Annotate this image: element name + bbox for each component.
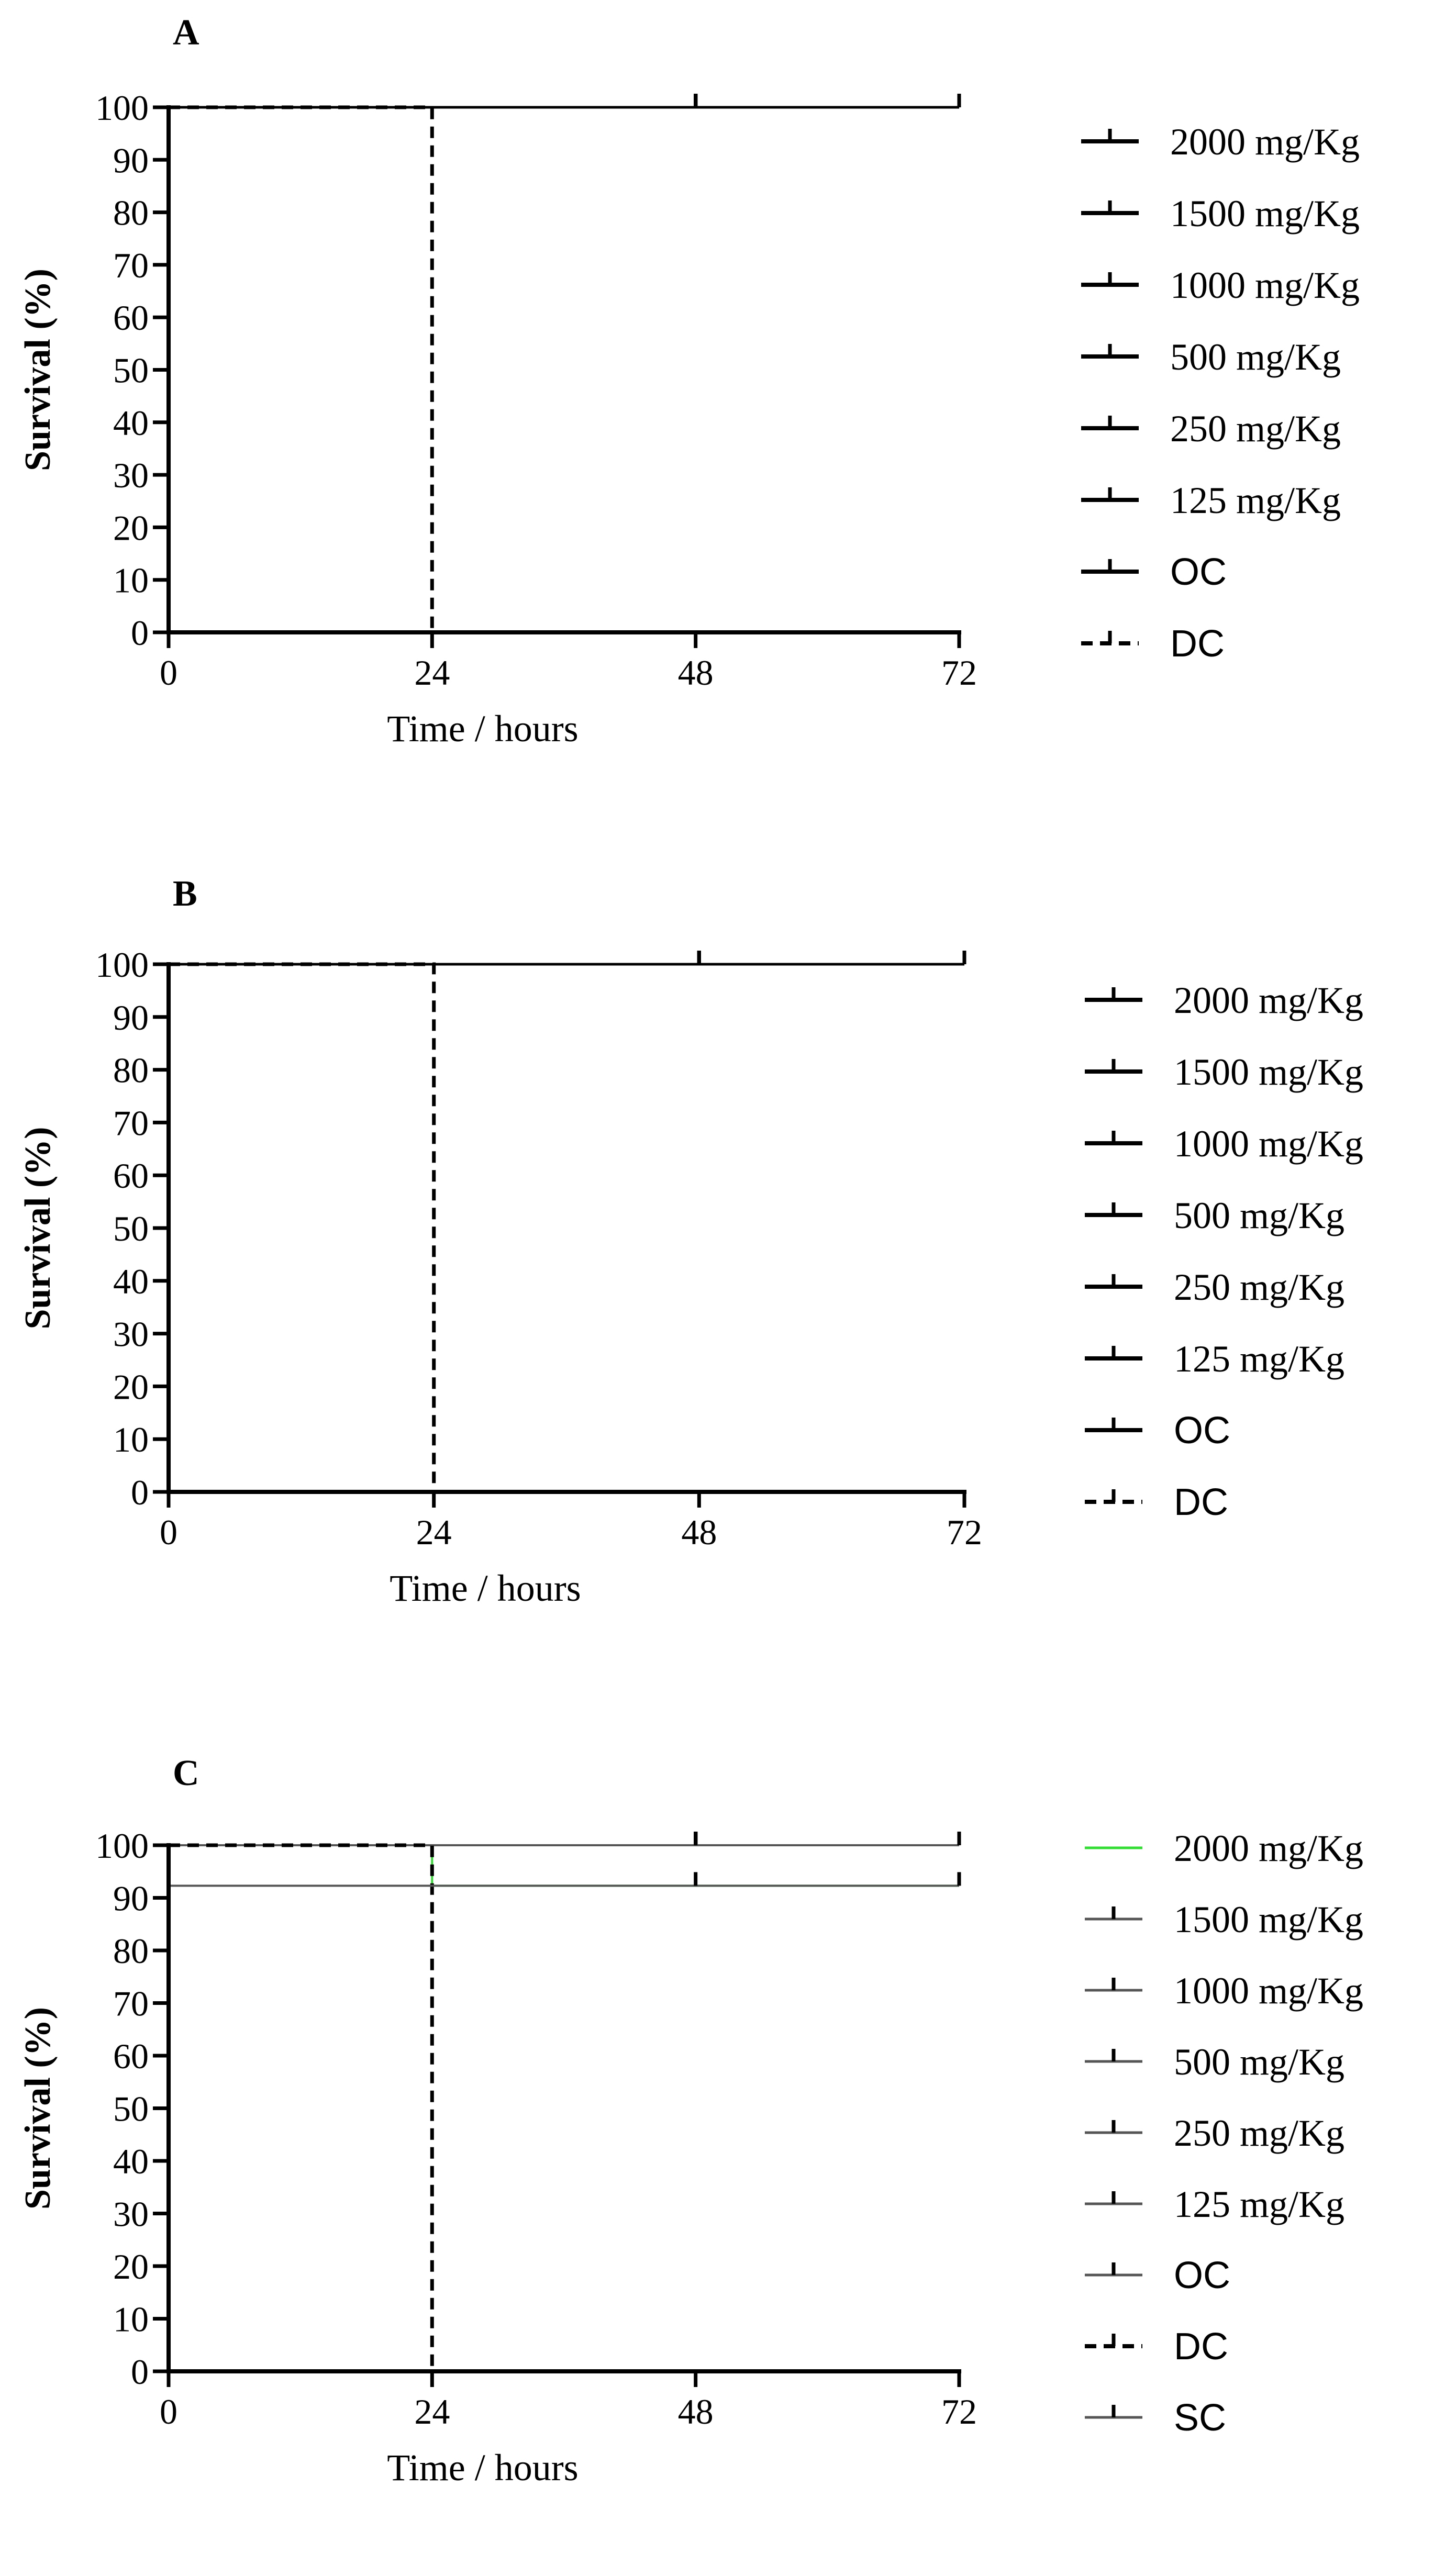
y-tick-label: 50 — [113, 2089, 149, 2129]
legend-label: OC — [1174, 1410, 1230, 1452]
legend-label: 500 mg/Kg — [1174, 1195, 1344, 1236]
y-tick-label: 60 — [113, 2036, 149, 2076]
legend: 2000 mg/Kg 1500 mg/Kg 1000 mg/Kg 500 mg/Kg 2… — [1085, 979, 1363, 1523]
y-axis-title: Survival (%) — [18, 269, 58, 471]
legend-label: 125 mg/Kg — [1174, 2183, 1344, 2225]
y-tick-label: 70 — [113, 1103, 149, 1143]
legend-label: 125 mg/Kg — [1174, 1338, 1344, 1380]
x-tick-label: 48 — [678, 2392, 714, 2432]
legend-label: 2000 mg/Kg — [1174, 979, 1363, 1021]
legend-label: 500 mg/Kg — [1170, 336, 1341, 378]
y-tick-label: 70 — [113, 246, 149, 285]
y-tick-label: 30 — [113, 455, 149, 495]
x-tick-label: 48 — [678, 653, 714, 693]
y-tick-label: 80 — [113, 193, 149, 233]
y-tick-label: 40 — [113, 403, 149, 443]
legend-label: 2000 mg/Kg — [1174, 1827, 1363, 1869]
y-tick-label: 100 — [95, 1826, 149, 1866]
panel-label: A — [173, 13, 199, 53]
y-tick-label: 20 — [113, 508, 149, 548]
x-tick-label: 48 — [681, 1512, 717, 1552]
legend-label: SC — [1174, 2397, 1226, 2439]
y-tick-label: 50 — [113, 351, 149, 391]
legend-label: OC — [1174, 2255, 1230, 2296]
y-tick-label: 80 — [113, 1051, 149, 1090]
y-tick-label: 0 — [131, 613, 149, 653]
chart-panel-c: C 0 10 20 30 40 50 60 70 80 90 100 0 24 48 72 Time / hou… — [18, 1753, 1363, 2489]
legend-label: 2000 mg/Kg — [1170, 121, 1360, 163]
y-tick-label: 60 — [113, 1156, 149, 1196]
y-tick-label: 100 — [95, 945, 149, 985]
x-tick-label: 0 — [160, 1512, 177, 1552]
legend-label: 1000 mg/Kg — [1174, 1970, 1363, 2012]
legend-label: 1500 mg/Kg — [1174, 1899, 1363, 1941]
legend-label: DC — [1174, 1481, 1228, 1523]
legend-label: DC — [1170, 623, 1225, 665]
y-tick-label: 50 — [113, 1209, 149, 1248]
y-tick-label: 20 — [113, 1367, 149, 1407]
y-tick-label: 90 — [113, 998, 149, 1038]
y-tick-label: 90 — [113, 140, 149, 180]
panel-label: C — [173, 1753, 199, 1793]
legend-label: 125 mg/Kg — [1170, 479, 1341, 521]
x-tick-label: 0 — [160, 653, 177, 693]
y-tick-label: 20 — [113, 2247, 149, 2287]
legend: 2000 mg/Kg 1500 mg/Kg 1000 mg/Kg 500 mg/Kg 2… — [1085, 1827, 1363, 2439]
series-line — [169, 1844, 959, 1887]
legend-label: 250 mg/Kg — [1170, 408, 1341, 450]
y-axis-title: Survival (%) — [18, 2007, 58, 2210]
x-tick-label: 24 — [414, 2392, 450, 2432]
y-tick-label: 80 — [113, 1931, 149, 1971]
chart-panel-b: B 0 10 20 30 40 50 60 70 80 90 100 0 24 48 72 Time / hou… — [18, 874, 1363, 1609]
y-tick-label: 100 — [95, 88, 149, 128]
chart-panel-a: A 0 10 20 30 40 50 60 70 80 90 100 0 24 48 72 Time / hou… — [18, 13, 1360, 750]
x-axis-title: Time / hours — [387, 2447, 578, 2489]
legend-label: 250 mg/Kg — [1174, 1266, 1344, 1308]
y-tick-label: 40 — [113, 1262, 149, 1301]
series-line — [169, 1843, 959, 2373]
y-tick-label: 90 — [113, 1879, 149, 1919]
y-tick-label: 60 — [113, 298, 149, 338]
y-tick-label: 30 — [113, 2194, 149, 2234]
x-tick-label: 0 — [160, 2392, 177, 2432]
legend-label: 1500 mg/Kg — [1174, 1051, 1363, 1093]
legend-label: DC — [1174, 2326, 1228, 2368]
x-tick-label: 72 — [941, 2392, 977, 2432]
legend-label: 1000 mg/Kg — [1170, 264, 1360, 306]
legend-label: OC — [1170, 551, 1227, 593]
y-tick-label: 10 — [113, 1420, 149, 1459]
y-tick-label: 40 — [113, 2142, 149, 2181]
y-axis-title: Survival (%) — [18, 1127, 58, 1330]
legend: 2000 mg/Kg 1500 mg/Kg 1000 mg/Kg 500 mg/Kg 2… — [1081, 121, 1360, 665]
x-tick-label: 72 — [941, 653, 977, 693]
x-tick-label: 72 — [947, 1512, 982, 1552]
legend-label: 1000 mg/Kg — [1174, 1123, 1363, 1165]
series-line — [169, 962, 964, 1494]
legend-label: 500 mg/Kg — [1174, 2041, 1344, 2083]
legend-label: 250 mg/Kg — [1174, 2112, 1344, 2154]
x-axis-title: Time / hours — [390, 1567, 581, 1609]
y-tick-label: 30 — [113, 1314, 149, 1354]
legend-label: 1500 mg/Kg — [1170, 193, 1360, 235]
y-tick-label: 10 — [113, 561, 149, 600]
series-line — [169, 105, 959, 634]
x-tick-label: 24 — [414, 653, 450, 693]
x-tick-label: 24 — [416, 1512, 452, 1552]
y-tick-label: 10 — [113, 2300, 149, 2339]
x-axis-title: Time / hours — [387, 708, 578, 750]
panel-label: B — [173, 874, 197, 914]
y-tick-label: 0 — [131, 2352, 149, 2392]
y-tick-label: 0 — [131, 1473, 149, 1512]
y-tick-label: 70 — [113, 1984, 149, 2024]
